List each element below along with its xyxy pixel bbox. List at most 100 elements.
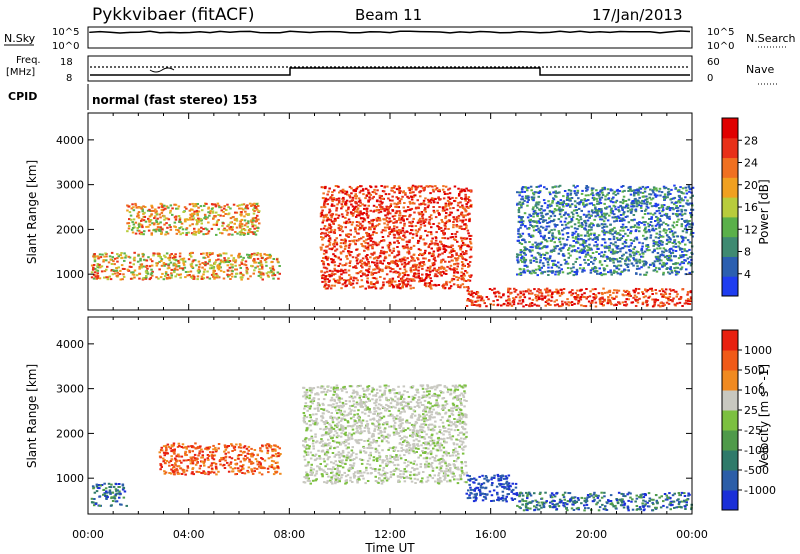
echo-cell [320, 211, 324, 214]
echo-cell [355, 248, 358, 251]
echo-cell [624, 241, 628, 244]
echo-cell [646, 212, 650, 215]
echo-cell [458, 193, 461, 195]
echo-cell [555, 299, 558, 302]
echo-cell [550, 299, 553, 302]
echo-cell [528, 297, 531, 300]
echo-cell [223, 257, 226, 260]
echo-cell [240, 211, 243, 213]
echo-cell [512, 297, 515, 300]
echo-cell [380, 286, 384, 289]
echo-cell [528, 219, 531, 222]
echo-cell [349, 282, 352, 285]
echo-cell [617, 209, 620, 211]
echo-cell [627, 190, 630, 192]
echo-cell [393, 185, 396, 187]
echo-cell [651, 262, 655, 265]
echo-cell [466, 299, 469, 302]
echo-cell [410, 188, 413, 191]
echo-cell [523, 264, 526, 267]
echo-cell [586, 219, 590, 222]
echo-cell [333, 239, 337, 242]
echo-cell [221, 232, 224, 235]
echo-cell [407, 250, 411, 253]
echo-cell [615, 265, 618, 268]
echo-cell [681, 288, 684, 291]
echo-cell [395, 196, 398, 199]
echo-cell [360, 224, 364, 227]
echo-cell [150, 204, 153, 207]
echo-cell [238, 264, 241, 267]
echo-cell [410, 207, 414, 210]
echo-cell [431, 188, 435, 191]
echo-cell [541, 262, 545, 265]
echo-cell [531, 269, 535, 272]
echo-cell [645, 203, 649, 206]
echo-cell [412, 191, 415, 194]
echo-cell [571, 234, 574, 237]
echo-cell [543, 254, 547, 256]
echo-cell [239, 230, 243, 233]
echo-cell [599, 299, 602, 302]
echo-cell [208, 212, 212, 215]
echo-cell [663, 204, 666, 207]
echo-cell [596, 202, 599, 205]
echo-cell [134, 221, 138, 224]
echo-cell [573, 190, 576, 193]
echo-cell [537, 203, 540, 206]
echo-cell [593, 204, 596, 207]
echo-cell [655, 210, 659, 213]
echo-cell [428, 252, 431, 255]
echo-cell [368, 286, 371, 289]
echo-cell [257, 218, 260, 221]
echo-cell [543, 186, 546, 189]
echo-cell [566, 203, 570, 206]
echo-cell [328, 279, 331, 282]
echo-cell [686, 223, 689, 226]
echo-cell [558, 213, 562, 216]
echo-cell [522, 220, 525, 223]
echo-cell [459, 190, 462, 193]
echo-cell [438, 190, 441, 193]
echo-cell [140, 219, 143, 222]
echo-cell [629, 244, 632, 247]
echo-cell [434, 268, 437, 271]
echo-cell [324, 287, 328, 290]
echo-cell [370, 237, 374, 240]
echo-cell [212, 266, 216, 269]
echo-cell [170, 276, 173, 279]
echo-cell [559, 220, 563, 223]
echo-cell [371, 191, 375, 193]
echo-cell [557, 261, 560, 264]
echo-cell [190, 251, 193, 254]
echo-cell [654, 300, 657, 303]
echo-cell [342, 196, 345, 199]
echo-cell [156, 217, 159, 220]
echo-cell [608, 230, 612, 233]
echo-cell [659, 302, 662, 305]
echo-cell [215, 274, 218, 277]
echo-cell [414, 272, 418, 275]
echo-cell [249, 275, 252, 278]
echo-cell [399, 221, 402, 224]
echo-cell [322, 186, 325, 189]
echo-cell [337, 227, 340, 230]
echo-cell [551, 259, 554, 262]
echo-cell [156, 252, 159, 255]
echo-cell [577, 235, 580, 238]
echo-cell [455, 268, 459, 271]
echo-cell [532, 226, 535, 229]
echo-cell [603, 245, 606, 248]
echo-cell [579, 201, 582, 204]
echo-cell [369, 209, 372, 212]
echo-cell [165, 252, 169, 255]
echo-cell [531, 298, 535, 301]
echo-cell [430, 226, 433, 229]
echo-cell [323, 205, 326, 208]
echo-cell [581, 243, 584, 246]
echo-cell [464, 270, 467, 272]
echo-cell [660, 206, 664, 209]
echo-cell [414, 207, 418, 210]
echo-cell [225, 252, 228, 255]
echo-cell [254, 233, 258, 236]
